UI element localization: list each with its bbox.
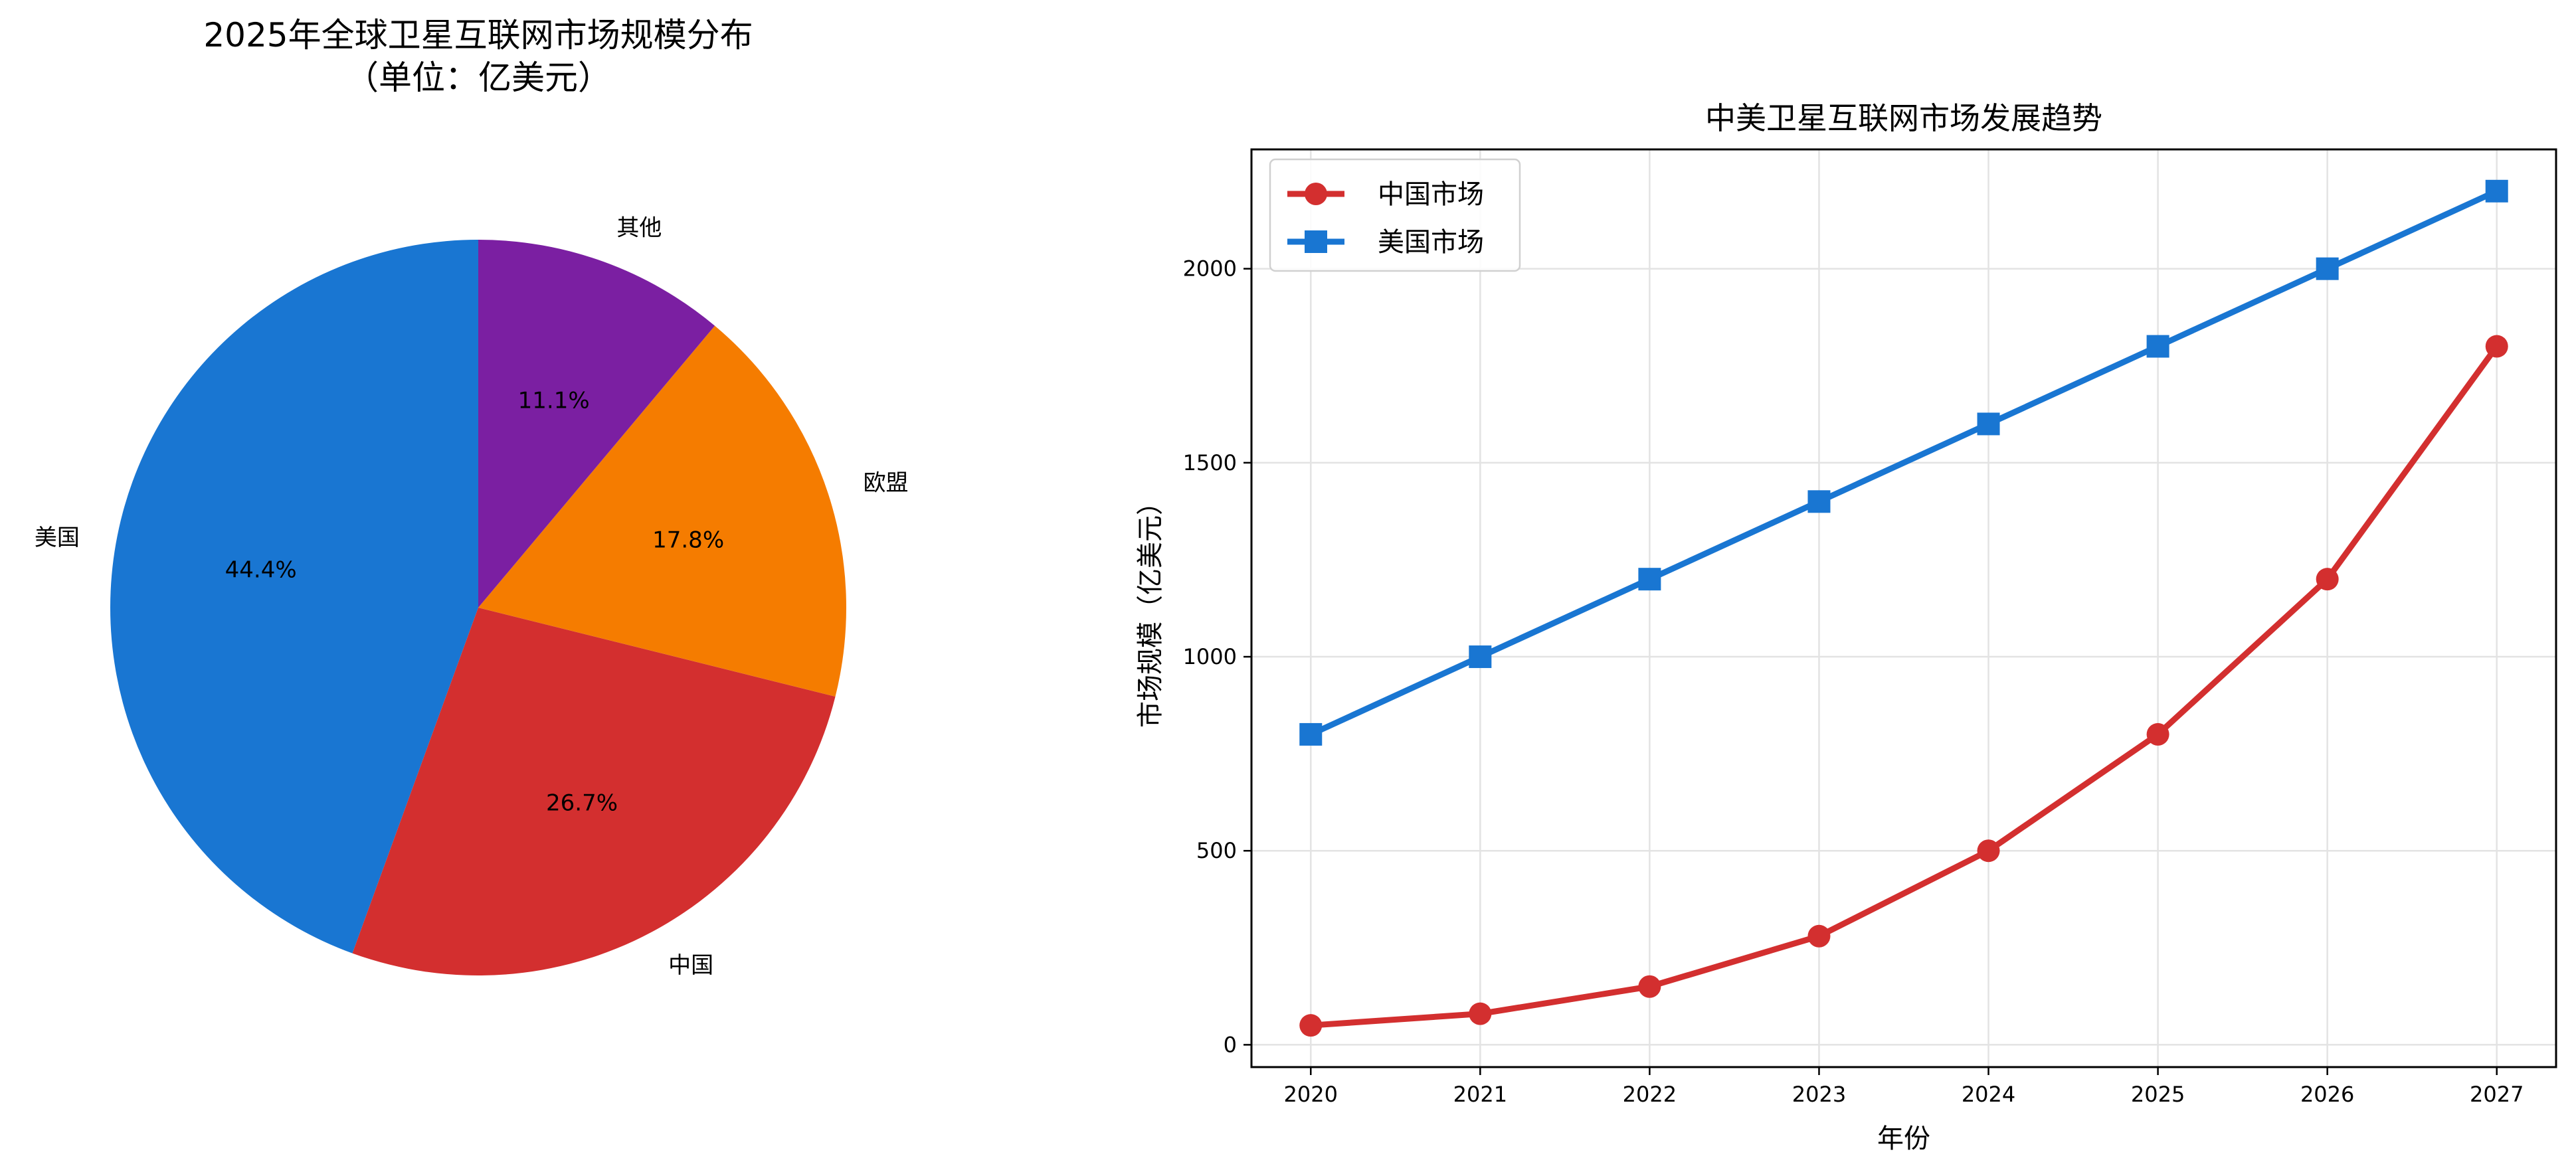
x-tick-label: 2021 — [1453, 1082, 1507, 1107]
data-point — [2146, 722, 2169, 746]
data-point — [2316, 257, 2339, 280]
pie-title: 2025年全球卫星互联网市场规模分布 — [203, 16, 753, 54]
x-tick-label: 2027 — [2470, 1082, 2524, 1107]
x-tick-label: 2022 — [1623, 1082, 1677, 1107]
plot-frame — [1250, 148, 2557, 1068]
y-tick-label: 1000 — [1183, 644, 1237, 669]
data-point — [1807, 924, 1831, 948]
legend-label: 中国市场 — [1378, 179, 1484, 210]
pie-category-label: 中国 — [668, 952, 713, 979]
series-line-0 — [1310, 344, 2500, 1029]
data-point — [1299, 1014, 1323, 1037]
y-tick-label: 2000 — [1183, 256, 1237, 282]
data-point — [2485, 179, 2508, 203]
x-tick-label: 2023 — [1792, 1082, 1846, 1107]
y-tick-label: 500 — [1196, 838, 1237, 863]
pie-category-label: 其他 — [616, 214, 662, 241]
pie-percent-label: 26.7% — [546, 790, 618, 816]
data-point — [1977, 412, 2000, 436]
pie-chart: 2025年全球卫星互联网市场规模分布 （单位：亿美元） 44.4% 美国 26.7%… — [35, 16, 909, 979]
x-tick-label: 2025 — [2131, 1082, 2185, 1107]
pie-slice-0 — [110, 240, 478, 954]
pie-slice-3 — [478, 240, 715, 608]
data-point — [1807, 490, 1831, 513]
legend-marker — [1305, 230, 1327, 253]
x-tick-label: 2026 — [2300, 1082, 2354, 1107]
y-tick-label: 0 — [1224, 1032, 1237, 1057]
data-point — [1638, 975, 1661, 998]
data-point — [2316, 568, 2339, 591]
line-title: 中美卫星互联网市场发展趋势 — [1705, 100, 2102, 136]
data-point — [1469, 645, 1492, 669]
series-line-1 — [1309, 188, 2498, 738]
pie-percent-label: 44.4% — [225, 556, 297, 583]
legend-label: 美国市场 — [1378, 227, 1484, 258]
data-point — [1977, 839, 2000, 863]
legend-marker — [1305, 183, 1327, 205]
pie-percent-label: 17.8% — [652, 527, 724, 553]
pie-slice-2 — [478, 325, 846, 697]
x-axis-label: 年份 — [1877, 1124, 1930, 1154]
pie-category-label: 欧盟 — [864, 470, 909, 497]
y-axis-label: 市场规模（亿美元） — [1135, 489, 1166, 728]
pie-subtitle: （单位：亿美元） — [345, 58, 611, 97]
data-point — [1469, 1002, 1492, 1025]
line-chart: 中美卫星互联网市场发展趋势 2020 2021 2022 2023 2024 2025 20… — [1135, 100, 2557, 1154]
data-point — [1638, 568, 1661, 591]
y-tick-label: 1500 — [1183, 450, 1237, 475]
data-point — [2146, 335, 2169, 358]
x-tick-label: 2020 — [1284, 1082, 1338, 1107]
pie-percent-label: 11.1% — [518, 388, 590, 414]
pie-category-label: 美国 — [35, 525, 80, 551]
pie-slice-1 — [352, 608, 836, 975]
x-tick-label: 2024 — [1962, 1082, 2015, 1107]
data-point — [2485, 335, 2508, 358]
data-point — [1299, 722, 1323, 746]
